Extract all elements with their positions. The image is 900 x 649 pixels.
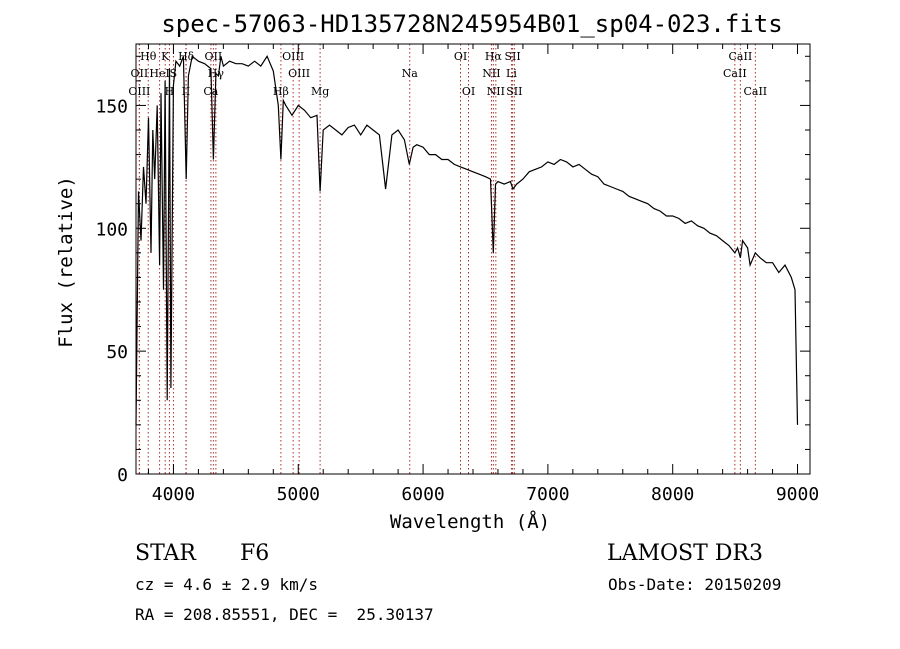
y-axis-label: Flux (relative): [55, 176, 77, 348]
line-label: Li: [506, 67, 517, 80]
chart-title: spec-57063-HD135728N245954B01_sp04-023.f…: [161, 10, 782, 38]
line-label: Hα: [485, 50, 503, 63]
x-axis: 4000 5000 6000 7000 8000 9000: [147, 44, 819, 505]
y-tick-label: 50: [106, 342, 128, 363]
line-label: CaII: [743, 85, 767, 98]
line-label: OI: [462, 85, 475, 98]
object-subclass: F6: [240, 541, 269, 566]
x-tick-label: 8000: [651, 484, 694, 505]
y-tick-label: 0: [117, 465, 128, 486]
y-tick-label: 150: [95, 96, 128, 117]
line-label: S: [170, 67, 178, 80]
line-label: HeI: [149, 67, 169, 80]
survey-name: LAMOST DR3: [607, 541, 763, 566]
spectrum-trace: [135, 55, 799, 425]
line-label: OIII: [128, 85, 150, 98]
x-tick-label: 4000: [152, 484, 195, 505]
x-tick-label: 6000: [401, 484, 444, 505]
line-label: OII: [131, 67, 149, 80]
x-tick-label: 9000: [776, 484, 819, 505]
plot-frame: [135, 43, 811, 475]
object-class: STAR: [135, 541, 197, 566]
line-label: II: [182, 85, 191, 98]
line-label: SII: [506, 85, 522, 98]
line-label: OIII: [282, 50, 304, 63]
line-label: OII: [205, 50, 223, 63]
y-axis: 0 50 100 150: [95, 55, 810, 486]
line-label: SII: [504, 50, 520, 63]
redshift-info: cz = 4.6 ± 2.9 km/s: [135, 575, 318, 594]
line-label: Hθ: [140, 50, 157, 63]
line-label: CaII: [729, 50, 753, 63]
x-tick-label: 5000: [277, 484, 320, 505]
line-label: OI: [454, 50, 467, 63]
line-label: NII: [487, 85, 505, 98]
line-label: Mg: [311, 85, 329, 98]
line-label: OIII: [288, 67, 310, 80]
x-tick-label: 7000: [526, 484, 569, 505]
spectral-line-markers: [138, 44, 756, 474]
y-tick-label: 100: [95, 219, 128, 240]
line-label: CaII: [723, 67, 747, 80]
x-axis-label: Wavelength (Å): [390, 510, 550, 533]
line-label: NII: [482, 67, 500, 80]
coordinates: RA = 208.85551, DEC = 25.30137: [135, 605, 434, 624]
line-label: K: [161, 50, 170, 63]
line-label: Na: [402, 67, 419, 80]
obs-date: Obs-Date: 20150209: [608, 575, 781, 594]
